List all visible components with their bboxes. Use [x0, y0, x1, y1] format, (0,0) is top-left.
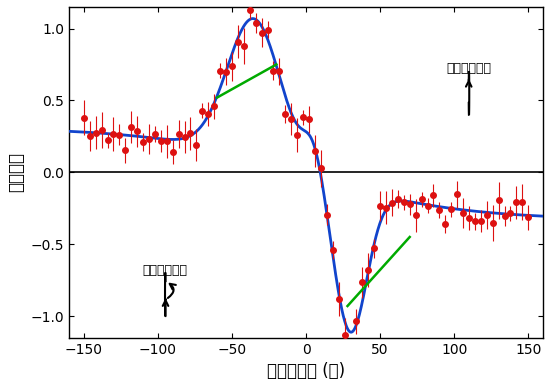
- Text: 右回り円偏光: 右回り円偏光: [143, 264, 188, 277]
- Y-axis label: 円偏光度: 円偏光度: [7, 152, 25, 192]
- Text: 左回り円偏光: 左回り円偏光: [447, 62, 492, 75]
- X-axis label: 結晶の角度 (秒): 結晶の角度 (秒): [267, 362, 345, 380]
